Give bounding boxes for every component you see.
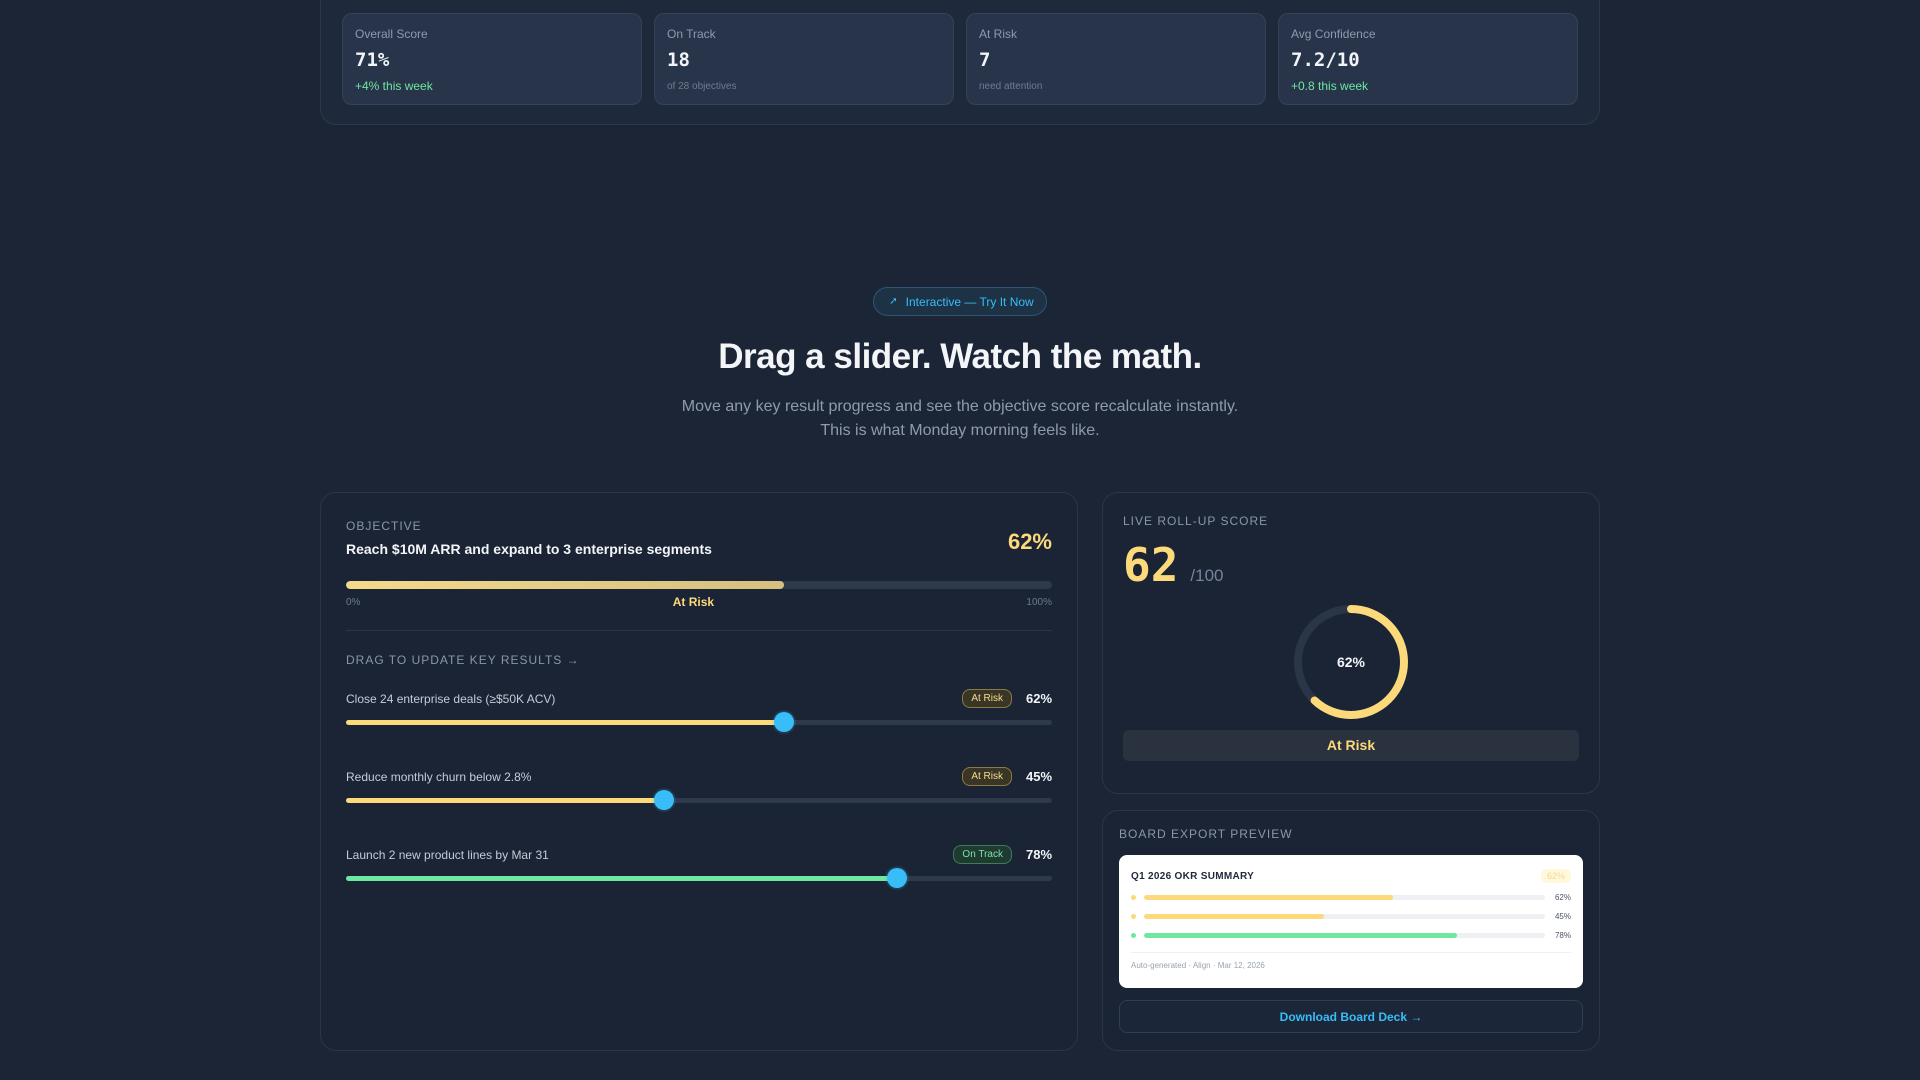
stat-card-overall-score: Overall Score 71% +4% this week (342, 13, 642, 105)
status-badge: At Risk (962, 689, 1012, 708)
key-result-value: 62% (1026, 691, 1053, 706)
preview-dot (1131, 895, 1136, 900)
stat-card-on-track: On Track 18 of 28 objectives (654, 13, 954, 105)
stat-sub: +0.8 this week (1291, 79, 1369, 93)
hero-title: Drag a slider. Watch the math. (718, 337, 1202, 376)
hero-section: ➚ Interactive — Try It Now Drag a slider… (0, 287, 1920, 443)
stat-value: 18 (667, 49, 690, 71)
status-badge: At Risk (962, 767, 1012, 786)
objective-status: At Risk (672, 595, 715, 609)
rollup-eyebrow: LIVE ROLL-UP SCORE (1123, 514, 1269, 528)
progress-ring-svg (1294, 605, 1408, 719)
preview-chip: 62% (1540, 869, 1571, 883)
slider-thumb[interactable] (886, 868, 907, 888)
preview-value: 78% (1554, 931, 1571, 940)
slider-track[interactable] (346, 798, 1052, 803)
rollup-status: At Risk (1123, 730, 1579, 761)
preview-title: Q1 2026 OKR SUMMARY (1131, 870, 1255, 882)
preview-value: 62% (1554, 893, 1571, 902)
objective-header: OBJECTIVE Reach $10M ARR and expand to 3… (346, 519, 1052, 557)
preview-bar (1144, 933, 1545, 938)
stat-card-avg-confidence: Avg Confidence 7.2/10 +0.8 this week (1278, 13, 1578, 105)
preview-bar-fill (1144, 933, 1457, 938)
objective-progress-bar (346, 581, 1052, 589)
stat-value: 7.2/10 (1291, 49, 1360, 71)
progress-ring: 62% (1291, 602, 1411, 722)
objective-eyebrow: OBJECTIVE (346, 519, 422, 533)
slider-thumb[interactable] (653, 790, 674, 810)
stat-label: Overall Score (355, 27, 428, 41)
key-result-slider[interactable] (346, 712, 1052, 732)
objective-title: Reach $10M ARR and expand to 3 enterpris… (346, 541, 712, 557)
preview-bar (1144, 914, 1545, 919)
rollup-score: 62 /100 (1123, 538, 1579, 592)
stat-label: On Track (667, 27, 716, 41)
ring-label: 62% (1336, 654, 1366, 670)
preview-row: 62% (1131, 893, 1571, 902)
key-result-value: 45% (1026, 769, 1053, 784)
objective-card: OBJECTIVE Reach $10M ARR and expand to 3… (320, 492, 1078, 1051)
stat-label: Avg Confidence (1291, 27, 1376, 41)
key-result-label: Launch 2 new product lines by Mar 31 (346, 847, 549, 862)
hero-subtitle-line: This is what Monday morning feels like. (820, 422, 1100, 439)
stats-panel: Overall Score 71% +4% this week On Track… (320, 0, 1600, 125)
preview-value: 45% (1554, 912, 1571, 921)
key-result: Launch 2 new product lines by Mar 31 On … (346, 845, 1052, 888)
stat-card-at-risk: At Risk 7 need attention (966, 13, 1266, 105)
ring-arc (1294, 605, 1408, 719)
hero-subtitle: Move any key result progress and see the… (0, 395, 1920, 443)
rollup-card: LIVE ROLL-UP SCORE 62 /100 62% At Risk (1102, 492, 1600, 794)
status-badge: On Track (953, 845, 1012, 864)
key-result-value: 78% (1026, 847, 1053, 862)
preview-dot (1131, 914, 1136, 919)
stat-value: 71% (355, 49, 390, 71)
stat-sub: need attention (979, 81, 1043, 92)
preview-row: 78% (1131, 931, 1571, 940)
key-result: Close 24 enterprise deals (≥$50K ACV) At… (346, 689, 1052, 732)
key-result: Reduce monthly churn below 2.8% At Risk … (346, 767, 1052, 810)
stat-sub: +4% this week (355, 79, 433, 93)
preview-bar-fill (1144, 914, 1325, 919)
rollup-score-value: 62 (1123, 538, 1179, 592)
interactive-pill: ➚ Interactive — Try It Now (873, 287, 1047, 316)
objective-scale: 0% At Risk 100% (346, 595, 1052, 609)
cursor-icon: ➚ (889, 296, 898, 307)
scale-min: 0% (346, 596, 361, 608)
slider-fill (346, 876, 897, 881)
export-eyebrow: BOARD EXPORT PREVIEW (1119, 827, 1293, 841)
stat-label: At Risk (979, 27, 1018, 41)
stat-sub: of 28 objectives (667, 81, 737, 92)
preview-bar (1144, 895, 1545, 900)
key-result-label: Close 24 enterprise deals (≥$50K ACV) (346, 691, 556, 706)
pill-label: Interactive — Try It Now (905, 294, 1034, 309)
slider-thumb[interactable] (773, 712, 794, 732)
key-results-heading: DRAG TO UPDATE KEY RESULTS → (346, 653, 580, 667)
preview-row: 45% (1131, 912, 1571, 921)
preview-bar-fill (1144, 895, 1393, 900)
slider-fill (346, 720, 784, 725)
objective-percent: 62% (1007, 529, 1052, 554)
objective-progress-fill (346, 581, 784, 589)
board-export-card: BOARD EXPORT PREVIEW Q1 2026 OKR SUMMARY… (1102, 810, 1600, 1051)
preview-dot (1131, 933, 1136, 938)
slider-fill (346, 798, 664, 803)
key-result-slider[interactable] (346, 790, 1052, 810)
hero-subtitle-line: Move any key result progress and see the… (681, 398, 1239, 415)
download-board-deck-button[interactable]: Download Board Deck → (1119, 1000, 1583, 1033)
stat-value: 7 (979, 49, 991, 71)
key-result-label: Reduce monthly churn below 2.8% (346, 769, 532, 784)
scale-max: 100% (1026, 596, 1052, 608)
rollup-score-denominator: /100 (1190, 566, 1224, 585)
key-result-slider[interactable] (346, 868, 1052, 888)
preview-footer: Auto-generated · Align · Mar 12, 2026 (1131, 952, 1571, 970)
divider (346, 630, 1052, 631)
export-preview: Q1 2026 OKR SUMMARY 62% 62% 45% 78% Auto… (1119, 855, 1583, 988)
